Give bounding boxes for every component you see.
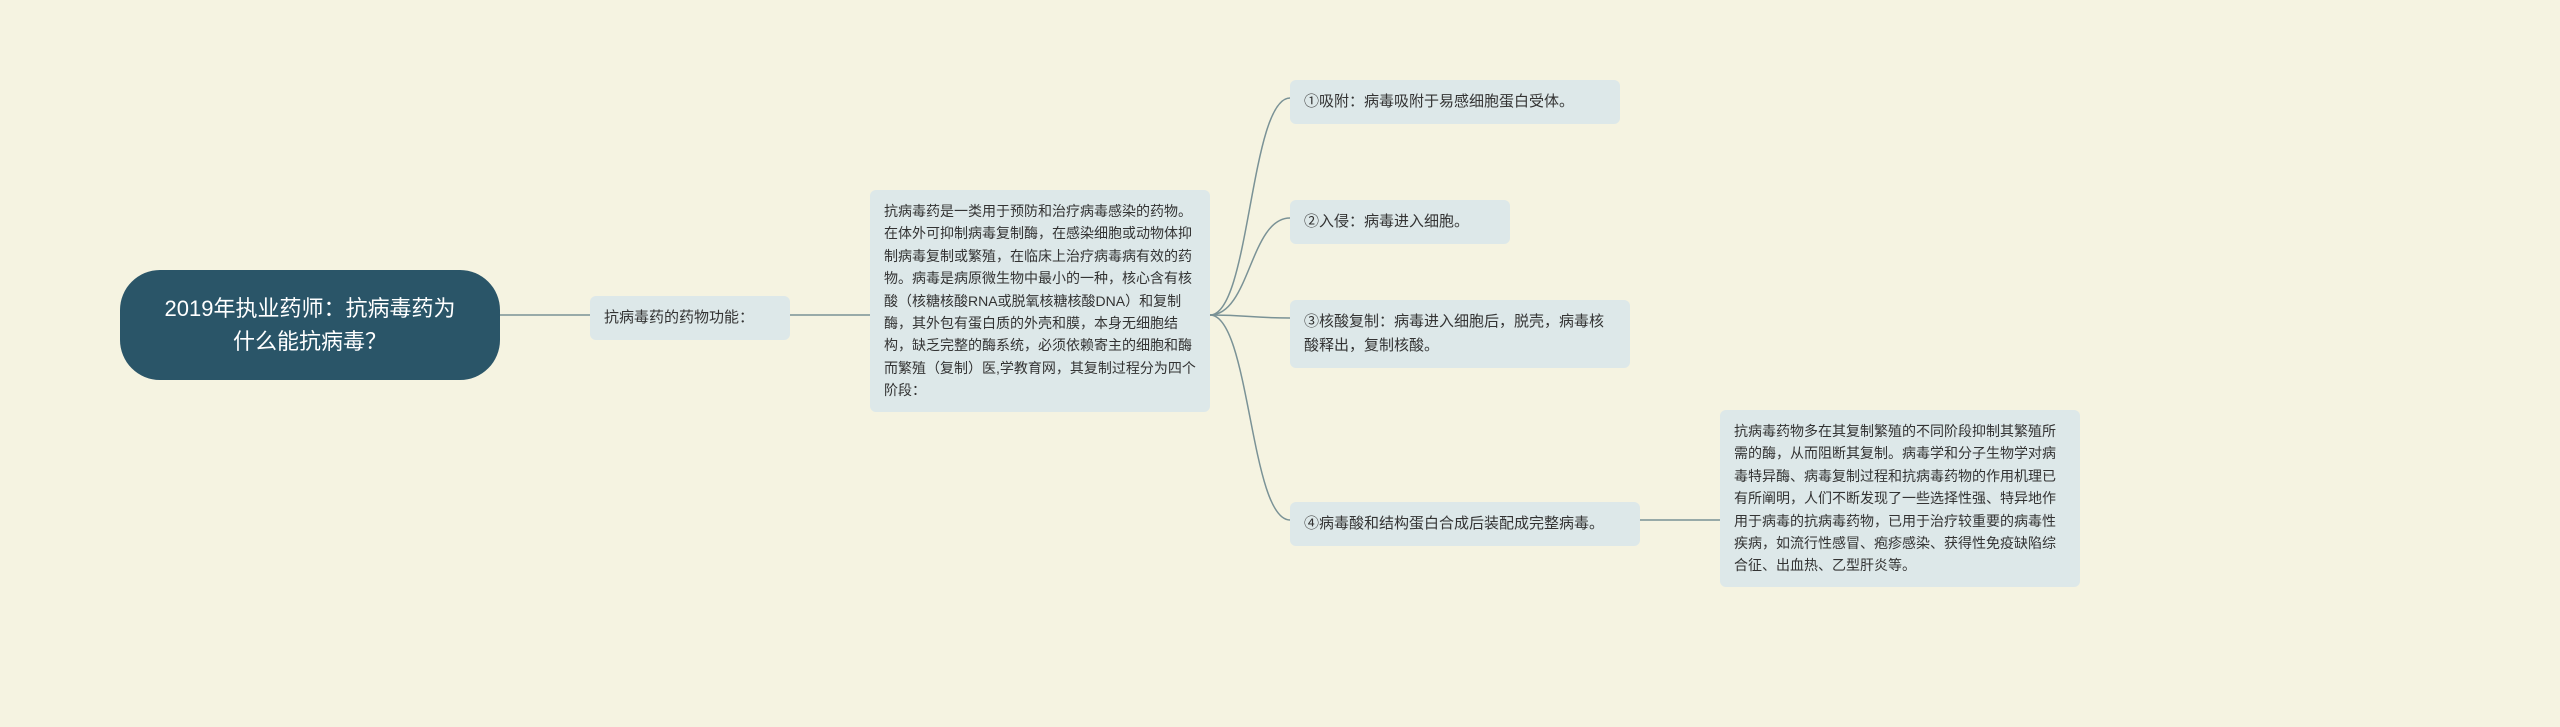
level2-node: 抗病毒药是一类用于预防和治疗病毒感染的药物。在体外可抑制病毒复制酶，在感染细胞或… — [870, 190, 1210, 412]
root-node: 2019年执业药师：抗病毒药为什么能抗病毒？ — [120, 270, 500, 380]
stage-node-4: ④病毒酸和结构蛋白合成后装配成完整病毒。 — [1290, 502, 1640, 546]
stage-node-1: ①吸附：病毒吸附于易感细胞蛋白受体。 — [1290, 80, 1620, 124]
level1-node: 抗病毒药的药物功能： — [590, 296, 790, 340]
stage-node-2: ②入侵：病毒进入细胞。 — [1290, 200, 1510, 244]
detail-node: 抗病毒药物多在其复制繁殖的不同阶段抑制其繁殖所需的酶，从而阻断其复制。病毒学和分… — [1720, 410, 2080, 587]
stage-node-3: ③核酸复制：病毒进入细胞后，脱壳，病毒核酸释出，复制核酸。 — [1290, 300, 1630, 368]
